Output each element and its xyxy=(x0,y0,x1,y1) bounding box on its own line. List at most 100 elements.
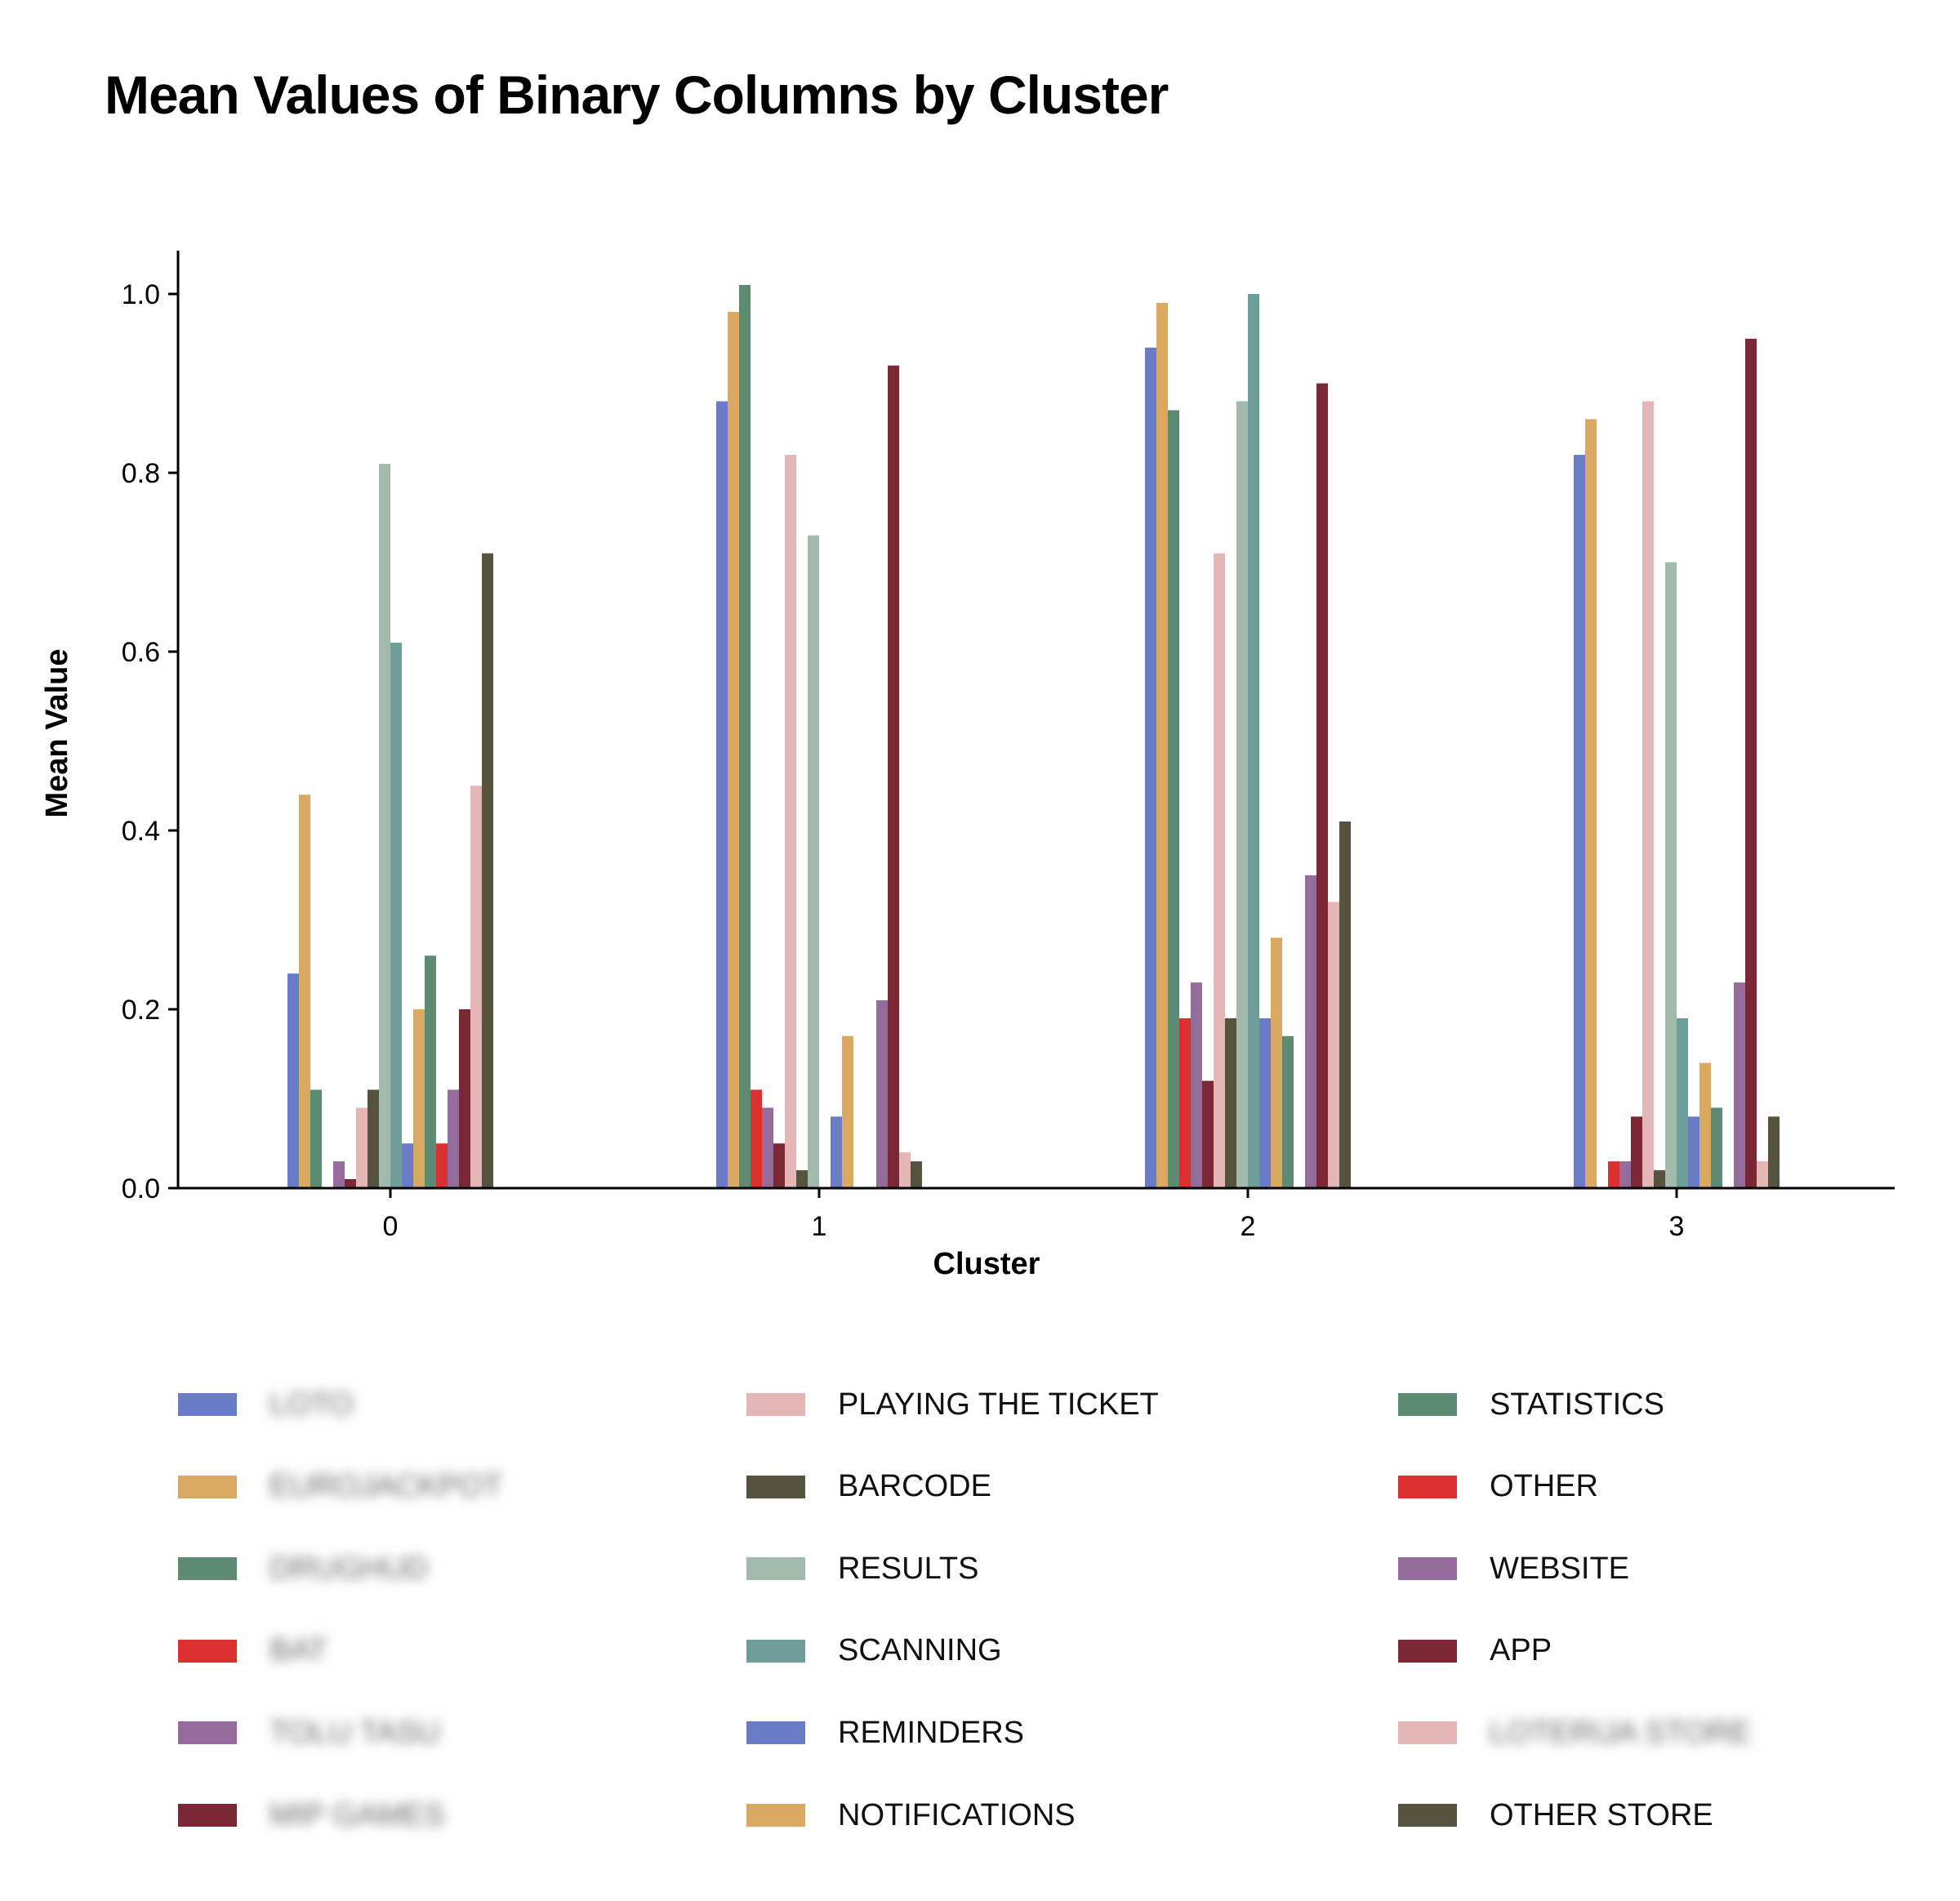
bar xyxy=(899,1152,911,1188)
legend-label: DRUGHUD xyxy=(270,1551,429,1586)
bar xyxy=(470,786,482,1189)
bar xyxy=(1316,383,1328,1188)
bar xyxy=(345,1179,356,1188)
legend-swatch xyxy=(178,1557,237,1581)
legend-label: BARCODE xyxy=(838,1469,991,1504)
bar xyxy=(785,455,796,1188)
legend-swatch xyxy=(1398,1639,1457,1663)
bar xyxy=(796,1170,808,1188)
bar xyxy=(1768,1116,1780,1188)
legend-swatch xyxy=(746,1393,805,1416)
y-tick-label: 0.0 xyxy=(122,1173,160,1204)
bar xyxy=(402,1143,413,1189)
y-tick-label: 0.8 xyxy=(122,458,160,489)
bar xyxy=(716,401,728,1188)
x-tick-label: 1 xyxy=(812,1211,827,1242)
legend-item: TOLU TASU xyxy=(178,1708,440,1757)
legend-item: DRUGHUD xyxy=(178,1544,428,1593)
legend-swatch xyxy=(746,1721,805,1745)
bar xyxy=(1631,1116,1642,1188)
legend-swatch xyxy=(178,1393,237,1416)
bar xyxy=(1574,455,1585,1188)
bar xyxy=(773,1143,785,1189)
legend-item: LOTERIJA STORE xyxy=(1398,1708,1751,1757)
legend-item: OTHER xyxy=(1398,1462,1598,1511)
plot-area: 0.0 0.2 0.4 0.6 0.8 1.0 0 1 2 3 Cluster Mean Val… xyxy=(40,251,1895,1281)
bars-layer xyxy=(287,285,1780,1189)
bar xyxy=(1699,1062,1711,1188)
bar xyxy=(1225,1018,1236,1189)
bar xyxy=(1179,1018,1191,1189)
bar xyxy=(1642,401,1654,1188)
legend-label: TOLU TASU xyxy=(270,1715,441,1750)
bar xyxy=(1711,1107,1722,1188)
bar xyxy=(1688,1116,1699,1188)
legend-swatch xyxy=(1398,1475,1457,1498)
legend-swatch xyxy=(178,1639,237,1663)
bar xyxy=(1202,1080,1214,1188)
legend-label: LOTERIJA STORE xyxy=(1490,1715,1752,1750)
legend-label: BAT xyxy=(270,1633,328,1668)
legend-item: BAT xyxy=(178,1627,327,1676)
legend-item: MIP GAMES xyxy=(178,1791,445,1840)
bar xyxy=(1271,937,1282,1188)
legend-item: WEBSITE xyxy=(1398,1544,1629,1593)
legend-swatch xyxy=(1398,1393,1457,1416)
legend-label: LOTO xyxy=(270,1387,354,1422)
legend-item: RESULTS xyxy=(746,1544,978,1593)
legend-label: APP xyxy=(1490,1633,1552,1668)
bar xyxy=(482,553,493,1188)
legend-label: SCANNING xyxy=(838,1633,1002,1668)
legend-item: EUROJACKPOT xyxy=(178,1462,502,1511)
bar xyxy=(413,1009,425,1188)
bar xyxy=(1145,347,1156,1189)
bar xyxy=(1585,419,1597,1188)
bar xyxy=(368,1089,379,1188)
legend-label: MIP GAMES xyxy=(270,1797,445,1832)
x-tick-label: 3 xyxy=(1669,1211,1685,1242)
bar xyxy=(762,1107,773,1188)
bar xyxy=(728,311,739,1188)
bar xyxy=(390,643,402,1188)
y-tick-label: 1.0 xyxy=(122,279,160,310)
legend-item: PLAYING THE TICKET xyxy=(746,1380,1159,1429)
bar xyxy=(287,973,299,1188)
legend-swatch xyxy=(1398,1721,1457,1745)
bar xyxy=(356,1107,368,1188)
legend-label: RESULTS xyxy=(838,1551,979,1586)
bar xyxy=(1677,1018,1688,1189)
legend-label: STATISTICS xyxy=(1490,1387,1664,1422)
bar xyxy=(1248,294,1259,1188)
legend-swatch xyxy=(178,1721,237,1745)
legend-swatch xyxy=(746,1804,805,1827)
bar xyxy=(425,955,436,1188)
bar xyxy=(1282,1035,1294,1188)
bar xyxy=(831,1116,842,1188)
legend-label: OTHER xyxy=(1490,1469,1598,1504)
bar xyxy=(911,1161,922,1189)
bar xyxy=(299,795,310,1188)
bar xyxy=(1608,1161,1619,1189)
legend-item: OTHER STORE xyxy=(1398,1791,1713,1840)
chart-title: Mean Values of Binary Columns by Cluster xyxy=(105,65,1169,125)
bar xyxy=(1665,562,1677,1188)
bar xyxy=(888,365,899,1189)
legend-swatch xyxy=(1398,1804,1457,1827)
legend-item: REMINDERS xyxy=(746,1708,1024,1757)
bar xyxy=(1168,410,1179,1188)
bar xyxy=(310,1089,322,1188)
bar xyxy=(1191,982,1202,1189)
bar xyxy=(379,464,390,1188)
bar xyxy=(448,1089,459,1188)
bar xyxy=(1734,982,1745,1189)
legend-label: WEBSITE xyxy=(1490,1551,1630,1586)
bar xyxy=(459,1009,470,1188)
legend-item: SCANNING xyxy=(746,1627,1002,1676)
bar xyxy=(808,535,819,1188)
bar xyxy=(1236,401,1248,1188)
bar xyxy=(1305,875,1316,1189)
bar xyxy=(876,1000,888,1188)
legend-item: STATISTICS xyxy=(1398,1380,1664,1429)
legend-item: NOTIFICATIONS xyxy=(746,1791,1076,1840)
y-tick-label: 0.4 xyxy=(122,816,160,847)
